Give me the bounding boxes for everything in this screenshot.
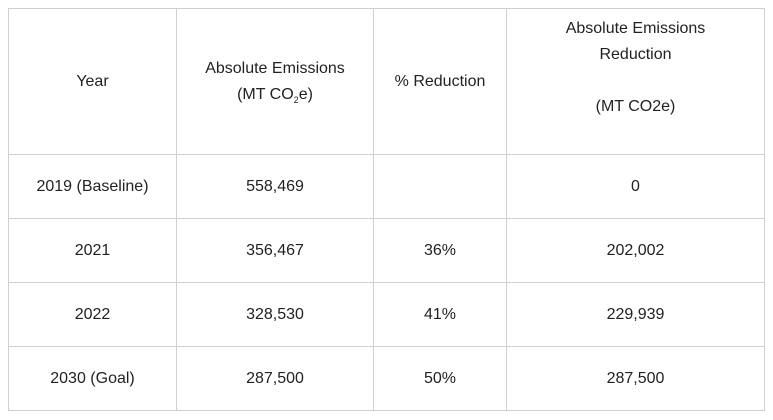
header-year: Year [8, 8, 177, 155]
table-row: 2030 (Goal) 287,500 50% 287,500 [8, 346, 765, 411]
cell-pct-reduction [373, 154, 507, 219]
emissions-table: Year Absolute Emissions (MT CO2e) % Redu… [8, 8, 765, 411]
cell-year: 2021 [8, 218, 177, 283]
header-absolute-reduction-unit: (MT CO2e) [595, 97, 676, 115]
cell-year: 2019 (Baseline) [8, 154, 177, 219]
cell-absolute-reduction: 287,500 [506, 346, 765, 411]
header-absolute-emissions-unit: (MT CO2e) [183, 82, 367, 108]
cell-absolute-reduction: 202,002 [506, 218, 765, 283]
cell-pct-reduction: 50% [373, 346, 507, 411]
cell-absolute-emissions: 287,500 [176, 346, 374, 411]
cell-pct-reduction: 36% [373, 218, 507, 283]
emissions-table-container: Year Absolute Emissions (MT CO2e) % Redu… [8, 8, 765, 411]
header-absolute-reduction-block: Absolute Emissions Reduction (MT CO2e) [513, 16, 758, 120]
table-row: 2019 (Baseline) 558,469 0 [8, 154, 765, 219]
header-unit-subscript: 2 [293, 94, 299, 105]
cell-year: 2030 (Goal) [8, 346, 177, 411]
header-absolute-reduction-line2: Reduction [599, 45, 672, 63]
cell-absolute-emissions: 356,467 [176, 218, 374, 283]
cell-year: 2022 [8, 282, 177, 347]
cell-absolute-reduction: 229,939 [506, 282, 765, 347]
header-unit-suffix: e) [298, 85, 313, 103]
header-spacer [513, 68, 758, 94]
cell-absolute-emissions: 328,530 [176, 282, 374, 347]
table-header-row: Year Absolute Emissions (MT CO2e) % Redu… [8, 8, 765, 155]
header-absolute-emissions: Absolute Emissions (MT CO2e) [176, 8, 374, 155]
header-absolute-reduction: Absolute Emissions Reduction (MT CO2e) [506, 8, 765, 155]
table-row: 2022 328,530 41% 229,939 [8, 282, 765, 347]
cell-absolute-emissions: 558,469 [176, 154, 374, 219]
header-unit-prefix: (MT CO [237, 85, 294, 103]
cell-pct-reduction: 41% [373, 282, 507, 347]
header-absolute-reduction-line1: Absolute Emissions [565, 19, 706, 37]
header-pct-reduction: % Reduction [373, 8, 507, 155]
cell-absolute-reduction: 0 [506, 154, 765, 219]
header-absolute-emissions-line1: Absolute Emissions [205, 59, 345, 77]
table-row: 2021 356,467 36% 202,002 [8, 218, 765, 283]
